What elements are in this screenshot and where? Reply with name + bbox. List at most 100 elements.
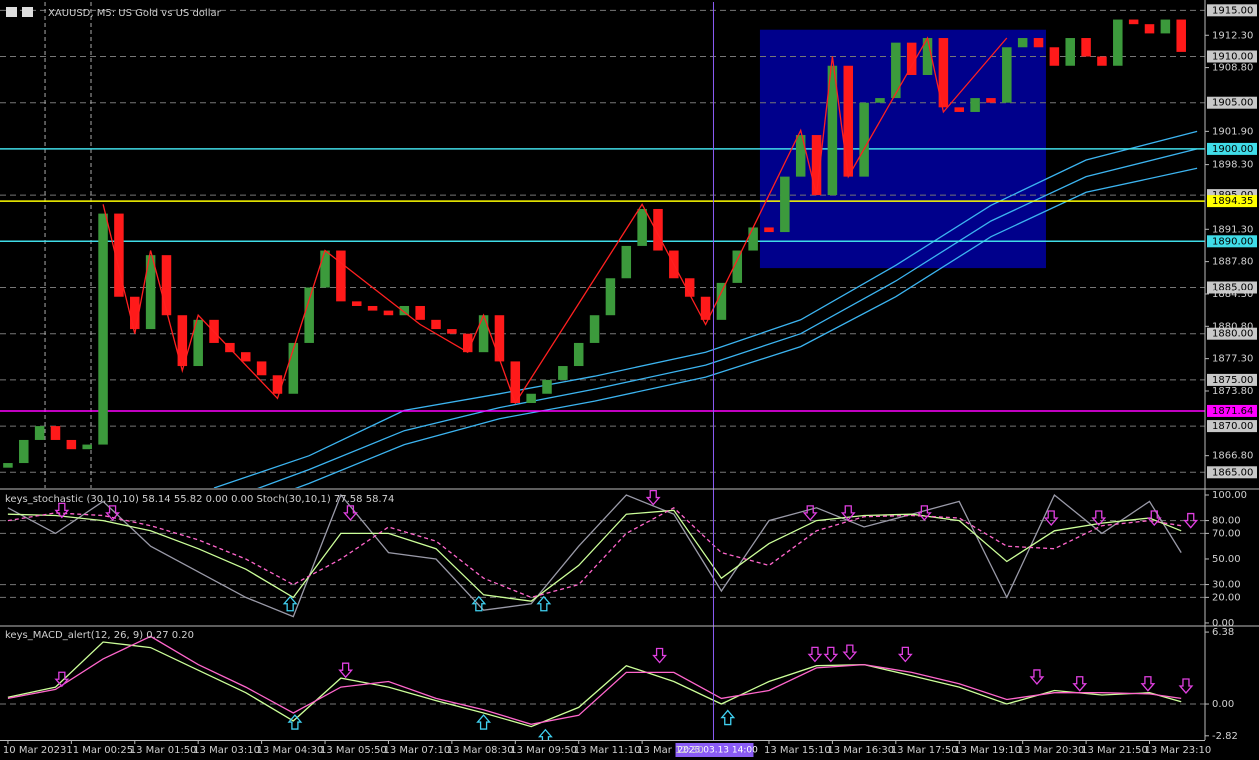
candle (241, 352, 251, 362)
moving-average (213, 130, 1198, 488)
candle (558, 366, 568, 380)
candle (748, 227, 758, 251)
price-label-box (1207, 4, 1257, 17)
x-tick-label: 13 Mar 01:50 (130, 745, 197, 756)
candle (637, 208, 647, 246)
price-label: 1894.35 (1212, 196, 1253, 207)
chart-title: XAUUSD, M5: US Gold vs US dollar (48, 8, 222, 19)
candle (193, 319, 203, 367)
x-tick-label: 13 Mar 11:10 (574, 745, 641, 756)
y-tick-label: 1884.30 (1212, 289, 1253, 300)
candle (177, 315, 188, 367)
x-tick-label: 13 Mar 15:10 (764, 745, 831, 756)
indicator-legend: keys_MACD_alert(12, 26, 9) 0.27 0.20 (5, 630, 194, 641)
sell-arrow (338, 662, 354, 679)
x-tick-label: 13 Mar 21:50 (1081, 745, 1148, 756)
y-tick-label: 1875.00 (1212, 375, 1253, 386)
y-tick-label: 1912.30 (1212, 30, 1253, 41)
price-label-box (1207, 281, 1257, 294)
moving-average (294, 167, 1198, 488)
candle (50, 426, 61, 440)
y-tick-label: 1908.80 (1212, 63, 1253, 74)
sell-arrow (1140, 676, 1156, 692)
candle (1065, 38, 1075, 66)
candle (288, 342, 299, 394)
buy-arrow (282, 595, 298, 612)
indicator-line (7, 635, 1182, 725)
sell-arrow (1043, 510, 1059, 527)
candle (415, 305, 425, 320)
y-tick-label: 1865.00 (1212, 467, 1253, 478)
price-label-box (1207, 235, 1257, 248)
zigzag (102, 36, 1008, 405)
candle (272, 375, 283, 394)
y-tick-label: 20.00 (1212, 592, 1241, 603)
y-tick-label: 1873.80 (1212, 386, 1253, 397)
sell-arrow (1091, 510, 1107, 527)
y-tick-label: 80.00 (1212, 516, 1241, 527)
sell-arrow (342, 505, 358, 521)
candle (780, 176, 790, 233)
candle (843, 65, 854, 177)
y-tick-label: 1880.80 (1212, 321, 1253, 332)
sell-arrow (897, 646, 913, 663)
candle (161, 255, 172, 316)
price-label-box (1207, 50, 1257, 63)
candle (1033, 38, 1044, 48)
price-label-box (1207, 373, 1257, 386)
sell-arrow (840, 505, 856, 521)
candle (875, 98, 885, 103)
y-tick-label: 1885.00 (1212, 283, 1253, 294)
candle (700, 296, 711, 320)
x-tick-label: 11 Mar 00:25 (66, 745, 133, 756)
candle (510, 361, 521, 403)
price-label-box (1207, 404, 1257, 417)
x-tick-label: 13 Mar 08:30 (447, 745, 514, 756)
price-label-box (1207, 420, 1257, 433)
buy-arrow (471, 595, 487, 612)
x-tick-label: 13 Mar 09:50 (510, 745, 577, 756)
candle (383, 310, 394, 316)
candle (716, 282, 727, 320)
candle (811, 135, 822, 196)
candle (1160, 19, 1171, 34)
price-label: 1900.00 (1212, 144, 1253, 155)
candle (145, 255, 156, 330)
indicator-line (7, 509, 1182, 602)
buy-arrow (476, 714, 491, 730)
y-tick-label: 50.00 (1212, 554, 1241, 565)
x-tick-label: 10 Mar 2023 (3, 745, 66, 756)
sell-arrow (842, 644, 858, 661)
price-label-box (1207, 96, 1257, 109)
candle (891, 42, 901, 99)
candle (954, 107, 964, 112)
candle (827, 65, 838, 196)
y-tick-label: 6.38 (1212, 627, 1234, 638)
sell-arrow (1146, 510, 1162, 527)
x-tick-label: 13 Mar 17:50 (891, 745, 958, 756)
candle (1002, 47, 1012, 103)
price-label: 1890.00 (1212, 236, 1253, 247)
candle (1128, 19, 1139, 25)
candle (351, 301, 362, 306)
x-tick-label: 13 Mar 23:10 (1145, 745, 1212, 756)
candle (1049, 47, 1060, 66)
candle (653, 208, 663, 251)
sell-arrow (823, 646, 839, 663)
price-label-box (1207, 195, 1257, 208)
candle (1097, 56, 1107, 66)
buy-arrow (287, 714, 303, 730)
candle (3, 463, 13, 468)
x-tick-label: 13 Mar 03:10 (193, 745, 260, 756)
symbol-icon (6, 7, 17, 17)
y-tick-label: 1901.90 (1212, 126, 1253, 137)
candle (621, 245, 632, 279)
candle (526, 393, 536, 403)
candle (82, 444, 92, 450)
x-tick-label: 13 Mar 19:10 (954, 745, 1021, 756)
sell-arrow (54, 502, 70, 519)
candle (256, 361, 267, 376)
indicator-line (7, 641, 1182, 728)
candle (986, 98, 996, 103)
